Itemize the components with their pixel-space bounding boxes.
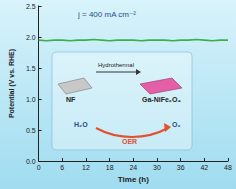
svg-text:30: 30 bbox=[153, 164, 161, 171]
svg-text:12: 12 bbox=[82, 164, 90, 171]
svg-text:Hydrothermal: Hydrothermal bbox=[98, 62, 134, 68]
svg-text:6: 6 bbox=[60, 164, 64, 171]
svg-text:0.5: 0.5 bbox=[26, 127, 36, 134]
svg-text:1.0: 1.0 bbox=[26, 96, 36, 103]
svg-text:O₂: O₂ bbox=[172, 121, 181, 128]
svg-text:OER: OER bbox=[122, 138, 137, 145]
svg-text:0.0: 0.0 bbox=[26, 158, 36, 165]
svg-text:2.0: 2.0 bbox=[26, 34, 36, 41]
svg-text:42: 42 bbox=[200, 164, 208, 171]
svg-text:2.5: 2.5 bbox=[26, 3, 36, 10]
svg-text:0: 0 bbox=[37, 164, 41, 171]
svg-text:Time (h): Time (h) bbox=[118, 175, 149, 184]
svg-text:Potential (V vs. RHE): Potential (V vs. RHE) bbox=[8, 49, 16, 118]
svg-text:H₂O: H₂O bbox=[74, 121, 88, 128]
svg-text:24: 24 bbox=[129, 164, 137, 171]
svg-text:1.5: 1.5 bbox=[26, 65, 36, 72]
svg-text:j = 400 mA cm⁻²: j = 400 mA cm⁻² bbox=[77, 10, 136, 19]
svg-text:36: 36 bbox=[177, 164, 185, 171]
svg-text:48: 48 bbox=[224, 164, 232, 171]
svg-text:NF: NF bbox=[66, 96, 76, 103]
svg-text:Ga-NiFe₂O₄: Ga-NiFe₂O₄ bbox=[142, 96, 181, 103]
svg-text:18: 18 bbox=[106, 164, 114, 171]
